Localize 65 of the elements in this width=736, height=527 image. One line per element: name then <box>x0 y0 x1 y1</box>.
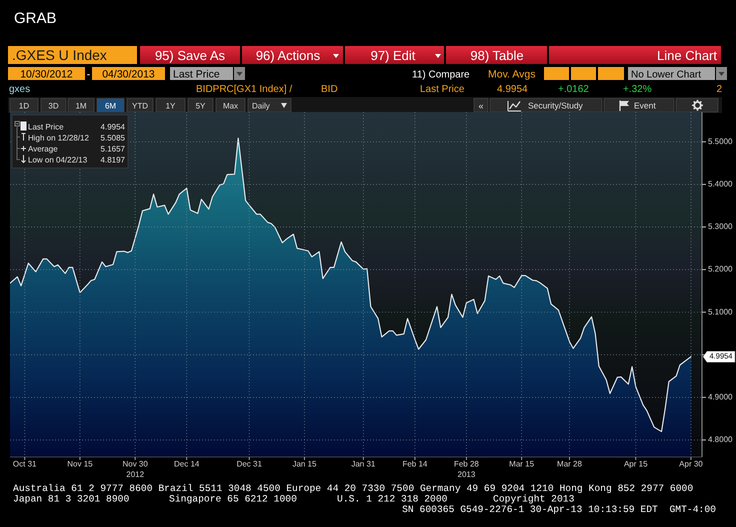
text: SN 600365 G549-2276-1 30-Apr-13 10:13:59 EDT GMT-4:00 <box>402 504 716 515</box>
y-tick-label: 5.3000 <box>708 222 734 232</box>
text: 1D <box>18 102 30 110</box>
x-tick-label: Nov 30 2012 <box>122 460 148 479</box>
text: Japan 81 3 3201 8900 <box>13 494 130 504</box>
text: +.32% <box>623 84 652 95</box>
y-tick-label: 5.4000 <box>708 180 734 189</box>
text: Singapore 65 6212 1000 <box>169 494 298 504</box>
text: 1M <box>75 102 87 110</box>
text: 3D <box>48 102 59 110</box>
text: U.S. 1 212 318 2000 <box>337 494 448 504</box>
text: Australia 61 2 9777 8600 Brazil 5511 3048 4500 Europe 44 20 7330 7500 Germany 49 69 9204 1210 Hong Kong 852 2977 6000 <box>13 483 694 494</box>
text: Max <box>222 102 238 110</box>
text: Daily <box>252 102 270 110</box>
x-tick-label: Feb 14 <box>402 460 428 468</box>
x-tick-label: Jan 31 <box>351 460 376 468</box>
text: 95) Save As <box>154 48 226 63</box>
text: Average 5.1657 <box>28 144 125 154</box>
x-tick-label: Dec 14 <box>174 460 200 468</box>
text: Last Price <box>420 84 465 95</box>
text: Copyright 2013 <box>493 494 575 504</box>
text: 2 <box>716 84 722 95</box>
text: No Lower Chart <box>631 70 702 80</box>
text: 1Y <box>166 102 176 110</box>
text: - <box>86 68 91 80</box>
chart-title: .GXES U Index <box>12 47 107 63</box>
text: 10/30/2012 <box>20 68 73 80</box>
text: BIDPRC[GX1 Index] / <box>196 84 292 95</box>
text: 11) Compare <box>412 70 470 80</box>
text: 4.9954 <box>497 84 528 95</box>
text: 5Y <box>196 102 206 110</box>
text: gxes <box>9 84 30 95</box>
annotation: 4.9954 <box>100 122 126 132</box>
y-tick-label: 4.8000 <box>708 435 734 444</box>
text: Mov. Avgs <box>488 68 536 80</box>
x-tick-label: Nov 15 <box>67 460 94 468</box>
text: 6M <box>104 102 116 110</box>
x-tick-label: Mar 28 <box>557 460 582 468</box>
x-tick-label: Feb 28 2013 <box>454 460 480 479</box>
y-tick-label: 4.9000 <box>708 392 734 402</box>
x-tick-label: Apr 30 <box>679 460 704 468</box>
x-tick-label: Oct 31 <box>12 460 38 468</box>
y-tick-label: 5.1000 <box>708 307 734 316</box>
text: « <box>478 101 484 111</box>
text: +.0162 <box>558 84 590 95</box>
text: Security/Study <box>528 100 584 110</box>
text: YTD <box>132 102 148 110</box>
y-tick-label: 5.2000 <box>708 264 734 274</box>
text: 98) Table <box>470 48 524 63</box>
x-tick-label: Apr 15 <box>624 460 648 468</box>
text: High on 12/28/12 5.5085 <box>28 134 125 142</box>
text: 04/30/2013 <box>102 68 155 80</box>
x-tick-label: Jan 15 <box>292 460 318 468</box>
y-tick-label: 5.5000 <box>708 136 734 146</box>
x-tick-label: Dec 31 <box>236 460 262 468</box>
text: 96) Actions <box>256 48 321 63</box>
text: Low on 04/22/13 4.8197 <box>28 156 125 164</box>
x-tick-label: Mar 15 <box>509 460 535 468</box>
text: Line Chart <box>657 48 718 63</box>
text: 97) Edit <box>370 48 416 63</box>
legend-label: Last Price <box>28 122 64 132</box>
text: BID <box>321 84 338 95</box>
text: Last Price <box>173 68 220 80</box>
text: Event <box>634 100 656 110</box>
text: GRAB <box>14 10 57 27</box>
